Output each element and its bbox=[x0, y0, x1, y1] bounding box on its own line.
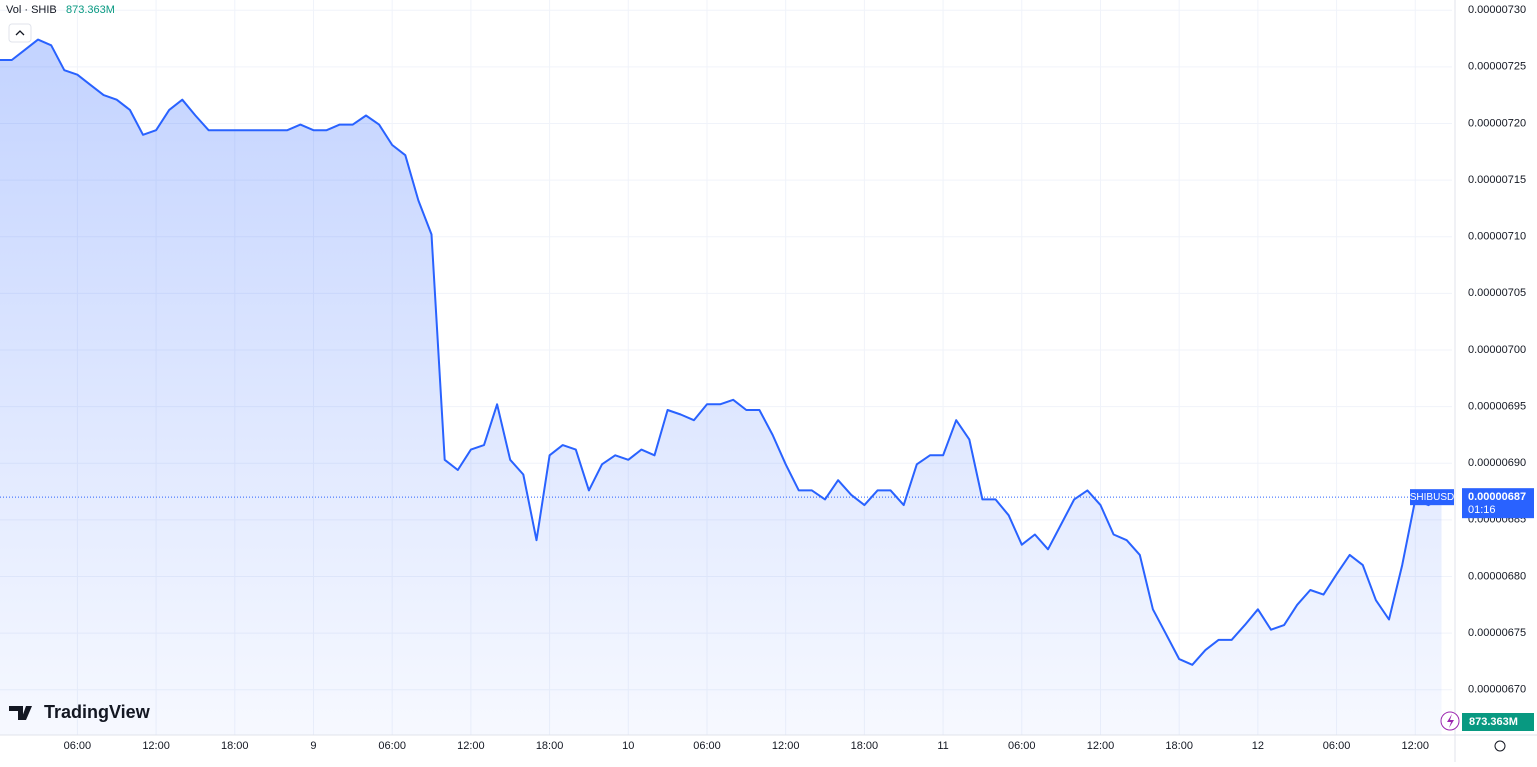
x-tick-label: 18:00 bbox=[851, 740, 879, 752]
area bbox=[0, 39, 1442, 735]
price-line bbox=[0, 38, 1443, 666]
settings-icon[interactable] bbox=[1494, 740, 1506, 752]
x-tick-label: 06:00 bbox=[693, 740, 721, 752]
x-tick-label: 18:00 bbox=[1165, 740, 1193, 752]
x-tick-label: 12 bbox=[1252, 740, 1264, 752]
y-tick-label: 0.00000715 bbox=[1468, 174, 1526, 186]
y-tick-label: 0.00000705 bbox=[1468, 287, 1526, 299]
x-tick-label: 06:00 bbox=[1008, 740, 1036, 752]
y-tick-label: 0.00000700 bbox=[1468, 344, 1526, 356]
x-tick-label: 18:00 bbox=[536, 740, 564, 752]
x-tick-label: 12:00 bbox=[457, 740, 485, 752]
y-tick-label: 0.00000690 bbox=[1468, 457, 1526, 469]
x-tick-label: 06:00 bbox=[378, 740, 406, 752]
lightning-icon bbox=[1447, 714, 1454, 728]
x-tick-label: 12:00 bbox=[1402, 740, 1430, 752]
collapse-icon bbox=[15, 30, 25, 36]
symbol-badge-bg bbox=[1410, 489, 1454, 506]
x-tick-label: 18:00 bbox=[221, 740, 249, 752]
x-tick-label: 9 bbox=[310, 740, 316, 752]
symbol-badge: SHIBUSD bbox=[1410, 492, 1454, 503]
x-tick-label: 10 bbox=[622, 740, 634, 752]
brand: TradingView bbox=[44, 702, 151, 722]
brand-logo bbox=[9, 706, 32, 720]
volume-badge: 873.363M bbox=[1469, 716, 1518, 728]
y-tick-label: 0.00000680 bbox=[1468, 570, 1526, 582]
x-tick-label: 12:00 bbox=[142, 740, 170, 752]
price-badge-bg bbox=[1462, 488, 1534, 519]
y-tick-label: 0.00000710 bbox=[1468, 231, 1526, 243]
collapse-button[interactable] bbox=[8, 23, 32, 43]
volume-badge-bg bbox=[1462, 713, 1534, 731]
plot bbox=[0, 38, 1452, 735]
indicator-value: 873.363M bbox=[66, 4, 115, 16]
y-tick-label: 0.00000720 bbox=[1468, 117, 1526, 129]
indicator-label: Vol · SHIB bbox=[6, 4, 57, 16]
y-tick-label: 0.00000695 bbox=[1468, 400, 1526, 412]
price-badge: 0.00000687 bbox=[1468, 491, 1526, 503]
x-tick-label: 12:00 bbox=[772, 740, 800, 752]
x-tick-label: 12:00 bbox=[1087, 740, 1115, 752]
y-tick-label: 0.00000725 bbox=[1468, 61, 1526, 73]
x-tick-label: 06:00 bbox=[1323, 740, 1351, 752]
y-tick-label: 0.00000670 bbox=[1468, 684, 1526, 696]
x-tick-label: 11 bbox=[937, 740, 948, 752]
x-tick-label: 06:00 bbox=[64, 740, 92, 752]
countdown: 01:16 bbox=[1468, 504, 1496, 516]
y-tick-label: 0.00000730 bbox=[1468, 4, 1526, 16]
y-tick-label: 0.00000675 bbox=[1468, 627, 1526, 639]
